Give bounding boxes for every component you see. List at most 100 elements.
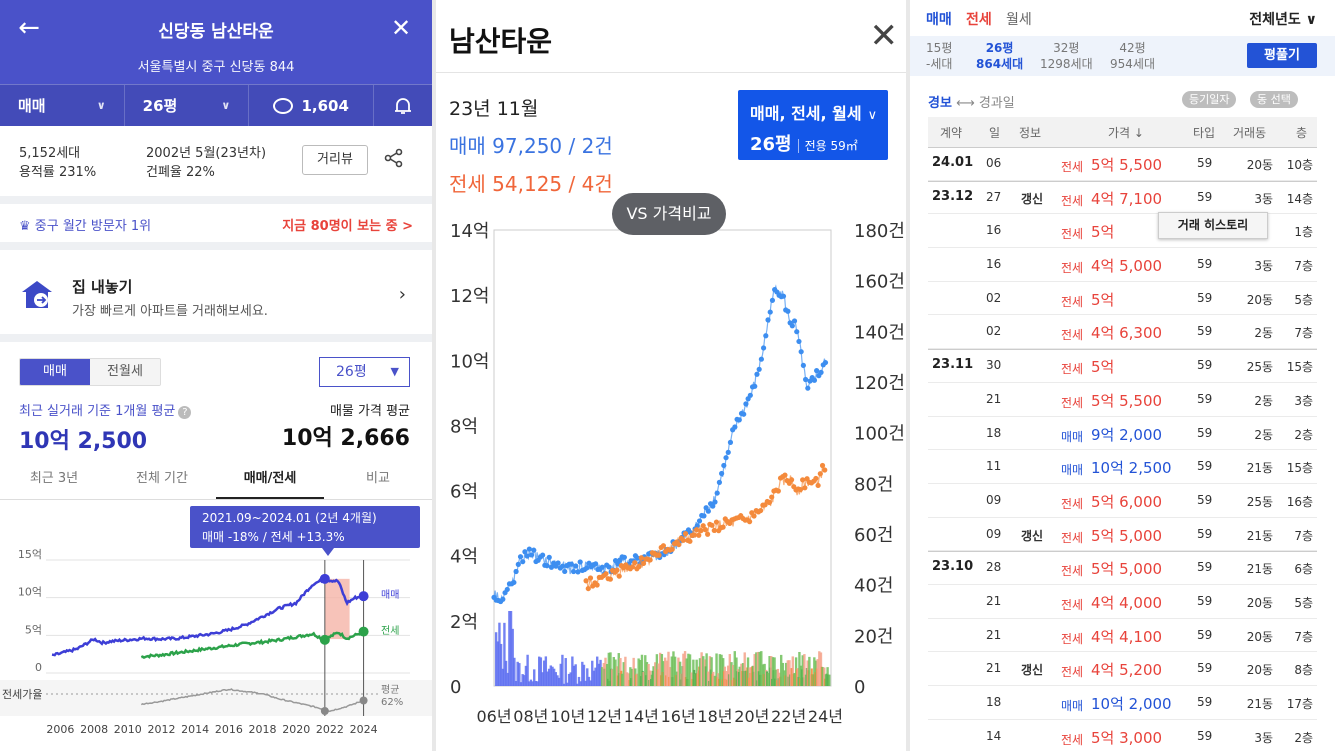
row-kind: 매매 xyxy=(1061,463,1084,478)
volume-bar xyxy=(720,654,723,686)
table-row[interactable]: 21 전세 4억 4,100 59 20동 7층 xyxy=(928,619,1317,653)
table-row[interactable]: 24.01 06 전세 5억 5,500 59 20동 10층 xyxy=(928,147,1317,181)
tab-recent-3y[interactable]: 최근 3년 xyxy=(29,471,79,486)
col-price[interactable]: 가격 ↓ xyxy=(1108,126,1144,140)
volume-bar xyxy=(637,658,640,686)
row-floor: 7층 xyxy=(1294,259,1313,274)
size-tab-32[interactable]: 32평 1298세대 xyxy=(1040,41,1093,71)
trade-history-tooltip[interactable]: 거래 히스토리 xyxy=(1158,212,1268,239)
volume-bar xyxy=(511,628,514,686)
filter-button[interactable]: 매매, 전세, 월세 ∨ 26평 전용 59㎡ xyxy=(738,90,888,160)
volume-bar xyxy=(670,656,674,686)
header-tabs: 매매 ∨ 26평 ∨ 1,604 xyxy=(0,84,432,126)
row-day: 02 xyxy=(986,290,1002,305)
row-floor: 10층 xyxy=(1286,158,1313,172)
row-day: 06 xyxy=(986,156,1002,170)
review-button[interactable]: 평풀기 xyxy=(1247,43,1317,68)
table-row[interactable]: 18 매매 9억 2,000 59 2동 2층 xyxy=(928,417,1317,451)
volume-bar xyxy=(604,657,607,686)
row-dong: 2동 xyxy=(1254,393,1273,408)
table-row[interactable]: 02 전세 4억 6,300 59 2동 7층 xyxy=(928,315,1317,349)
row-type: 59 xyxy=(1197,593,1213,608)
volume-bar xyxy=(557,677,561,686)
triangle-down-icon: ▼ xyxy=(390,365,399,378)
row-price: 4억 5,000 xyxy=(1091,257,1163,276)
tab-all-period[interactable]: 전체 기간 xyxy=(136,471,188,486)
year-select[interactable]: 전체년도 ∨ xyxy=(1249,12,1317,28)
trade-type-dropdown[interactable]: 매매 ∨ xyxy=(0,85,125,126)
size-tab-26[interactable]: 26평 864세대 xyxy=(976,41,1024,71)
table-row[interactable]: 14 전세 5억 3,000 59 3동 2층 xyxy=(928,720,1317,751)
volume-bar xyxy=(798,651,801,686)
row-renewal-tag: 갱신 xyxy=(1021,191,1044,206)
y-right-tick: 40건 xyxy=(854,576,893,597)
tab-buy[interactable]: 매매 xyxy=(926,12,952,28)
volume-bar xyxy=(678,661,682,686)
volume-bar xyxy=(531,681,534,686)
range-tooltip xyxy=(190,506,420,548)
table-row[interactable]: 21 갱신 전세 4억 5,200 59 20동 8층 xyxy=(928,652,1317,686)
row-dong: 21동 xyxy=(1246,528,1273,543)
tab-compare[interactable]: 비교 xyxy=(366,471,390,486)
table-row[interactable]: 21 전세 4억 4,000 59 20동 5층 xyxy=(928,585,1317,619)
table-row[interactable]: 23.12 27 갱신 전세 4억 7,100 59 3동 14층 xyxy=(928,180,1317,215)
table-row[interactable]: 02 전세 5억 59 20동 5층 xyxy=(928,282,1317,316)
volume-bar xyxy=(577,676,581,686)
volume-bar xyxy=(659,652,662,686)
row-kind: 전세 xyxy=(1061,496,1084,511)
size-select[interactable]: 26평 ▼ xyxy=(319,357,410,387)
col-dong: 거래동 xyxy=(1233,126,1267,140)
registration-date-pill[interactable]: 등기일자 xyxy=(1182,91,1237,108)
info-toggle[interactable]: 경보 ⟷ 경과일 xyxy=(928,92,1015,111)
volume-bar xyxy=(818,651,821,686)
table-row[interactable]: 23.11 30 전세 5억 59 25동 15층 xyxy=(928,349,1317,383)
tab-jeonse[interactable]: 전세 xyxy=(966,12,992,28)
table-row[interactable]: 16 전세 5억 1층 xyxy=(928,214,1317,248)
row-dong: 21동 xyxy=(1246,697,1273,711)
size-dropdown[interactable]: 26평 ∨ xyxy=(125,85,250,126)
sell-house-banner[interactable]: 집 내놓기 가장 빠르게 아파트를 거래해보세요. › xyxy=(0,260,432,330)
roadview-button[interactable]: 거리뷰 xyxy=(302,145,368,175)
volume-bar xyxy=(743,652,746,686)
tab-buy-rent[interactable]: 매매/전세 xyxy=(216,460,324,499)
notification-button[interactable] xyxy=(374,85,432,126)
table-row[interactable]: 18 매매 10억 2,000 59 21동 17층 xyxy=(928,686,1317,720)
tab-monthly[interactable]: 월세 xyxy=(1006,12,1032,28)
dong-select-pill[interactable]: 동 선택 xyxy=(1250,91,1298,108)
comments-button[interactable]: 1,604 xyxy=(249,85,375,126)
segment-buy[interactable]: 매매 xyxy=(20,359,90,385)
close-icon[interactable]: ✕ xyxy=(390,14,412,42)
segment-rent[interactable]: 전월세 xyxy=(90,359,160,385)
row-kind: 전세 xyxy=(1061,530,1084,545)
visit-banner[interactable]: ♛ 중구 월간 방문자 1위 지금 80명이 보는 중 > xyxy=(0,206,432,242)
volume-bar xyxy=(808,656,811,686)
row-price: 5억 5,500 xyxy=(1091,156,1163,174)
size-tab-15[interactable]: 15평 -세대 xyxy=(926,41,953,71)
row-kind: 전세 xyxy=(1061,362,1084,377)
close-icon[interactable]: ✕ xyxy=(869,16,899,56)
row-floor: 8층 xyxy=(1294,663,1313,678)
table-row[interactable]: 21 전세 5억 5,500 59 2동 3층 xyxy=(928,383,1317,417)
share-icon[interactable] xyxy=(384,148,404,173)
row-price: 5억 5,000 xyxy=(1091,526,1163,545)
row-day: 21 xyxy=(986,627,1002,642)
table-row[interactable]: 09 전세 5억 6,000 59 25동 16층 xyxy=(928,484,1317,518)
table-row[interactable]: 16 전세 4억 5,000 59 3동 7층 xyxy=(928,248,1317,282)
volume-bar xyxy=(652,666,655,686)
table-row[interactable]: 11 매매 10억 2,500 59 21동 15층 xyxy=(928,450,1317,484)
table-row[interactable]: 09 갱신 전세 5억 5,000 59 21동 7층 xyxy=(928,518,1317,552)
table-row[interactable]: 23.10 28 전세 5억 5,000 59 21동 6층 xyxy=(928,551,1317,585)
col-type: 타입 xyxy=(1193,126,1216,140)
vs-compare-button[interactable]: VS 가격비교 xyxy=(612,193,726,235)
row-floor: 6층 xyxy=(1294,562,1313,577)
volume-bar xyxy=(647,663,650,686)
size-tab-42[interactable]: 42평 954세대 xyxy=(1110,41,1155,71)
back-arrow-icon[interactable]: ← xyxy=(18,13,40,43)
volume-bar xyxy=(718,654,722,686)
row-floor: 7층 xyxy=(1294,326,1313,341)
help-icon[interactable]: ? xyxy=(178,406,192,419)
volume-bar xyxy=(712,671,715,686)
volume-bar xyxy=(559,663,562,686)
scatter-price-chart[interactable]: 14억 12억 10억 8억 6억 4억 2억 0 180건 160건 140건 120건 100건 80… xyxy=(436,210,906,751)
